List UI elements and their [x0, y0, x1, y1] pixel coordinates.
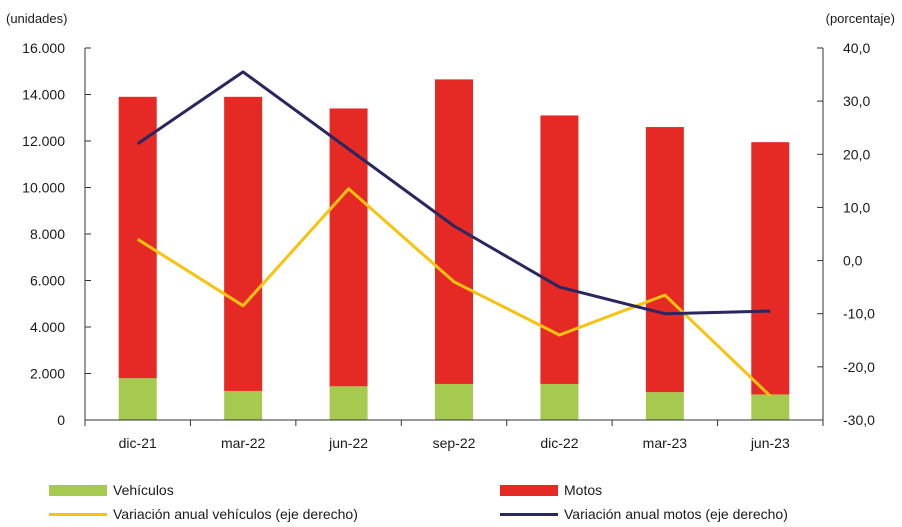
- right-tick-label: 20,0: [843, 146, 870, 162]
- left-tick-label: 0: [57, 412, 65, 428]
- x-tick-label: jun-23: [750, 435, 790, 451]
- legend-label-vehiculos: Vehículos: [113, 482, 174, 498]
- legend-item-motos: Motos: [500, 482, 602, 498]
- legend-swatch-var-motos: [500, 512, 558, 516]
- legend-label-var-motos: Variación anual motos (eje derecho): [564, 506, 788, 522]
- legend-label-motos: Motos: [564, 482, 603, 498]
- axes: 0 2.000 4.000 6.000 8.000 10.000 12.000 14.000 1…: [22, 40, 875, 451]
- right-axis-unit: (porcentaje): [826, 11, 895, 26]
- left-tick-label: 16.000: [22, 40, 65, 56]
- left-tick-label: 10.000: [22, 180, 65, 196]
- bar-veh-culos-mar-23: [645, 392, 684, 420]
- bar-veh-culos-jun-22: [329, 386, 368, 420]
- left-tick-label: 4.000: [30, 319, 65, 335]
- legend: Vehículos Motos Variación anual vehículo…: [0, 478, 902, 527]
- bar-motos-dic-22: [540, 115, 579, 384]
- x-tick-label: mar-22: [221, 435, 266, 451]
- left-tick-label: 6.000: [30, 273, 65, 289]
- right-tick-label: 40,0: [843, 40, 870, 56]
- left-tick-label: 2.000: [30, 366, 65, 382]
- bar-motos-mar-23: [645, 127, 684, 393]
- bar-motos-mar-22: [224, 96, 263, 391]
- x-tick-label: jun-22: [328, 435, 368, 451]
- left-tick-label: 12.000: [22, 133, 65, 149]
- left-axis-unit: (unidades): [6, 11, 67, 26]
- line-series-variacion-vehiculos: [136, 187, 772, 398]
- left-tick-label: 8.000: [30, 226, 65, 242]
- bar-veh-culos-mar-22: [224, 390, 263, 420]
- bar-motos-jun-22: [329, 108, 368, 387]
- legend-swatch-motos: [500, 484, 558, 496]
- right-tick-label: -20,0: [843, 359, 875, 375]
- bar-motos-jun-23: [751, 142, 790, 395]
- legend-swatch-vehiculos: [49, 484, 107, 496]
- bar-veh-culos-sep-22: [435, 383, 473, 420]
- line-group: [136, 70, 772, 398]
- bar-motos-dic-21: [118, 96, 157, 379]
- x-tick-label: dic-21: [119, 435, 157, 451]
- bar-veh-culos-jun-23: [751, 394, 790, 420]
- line-series-variacion-motos: [136, 70, 771, 316]
- right-tick-label: 0,0: [843, 253, 863, 269]
- legend-swatch-var-vehiculos: [49, 512, 107, 516]
- left-tick-label: 14.000: [22, 87, 65, 103]
- legend-item-var-vehiculos: Variación anual vehículos (eje derecho): [49, 506, 358, 522]
- bar-group: [118, 79, 790, 420]
- bar-motos-sep-22: [435, 79, 473, 384]
- right-tick-label: -30,0: [843, 412, 875, 428]
- x-tick-label: mar-23: [643, 435, 688, 451]
- legend-item-vehiculos: Vehículos: [49, 482, 174, 498]
- bar-veh-culos-dic-22: [540, 383, 579, 420]
- x-tick-label: sep-22: [433, 435, 476, 451]
- legend-item-var-motos: Variación anual motos (eje derecho): [500, 506, 788, 522]
- bar-veh-culos-dic-21: [118, 378, 157, 420]
- right-tick-label: 30,0: [843, 93, 870, 109]
- x-tick-label: dic-22: [540, 435, 578, 451]
- legend-label-var-vehiculos: Variación anual vehículos (eje derecho): [113, 506, 358, 522]
- right-tick-label: 10,0: [843, 199, 870, 215]
- chart: (unidades) (porcentaje) 0 2.000 4.000 6.000…: [6, 11, 895, 451]
- right-tick-label: -10,0: [843, 306, 875, 322]
